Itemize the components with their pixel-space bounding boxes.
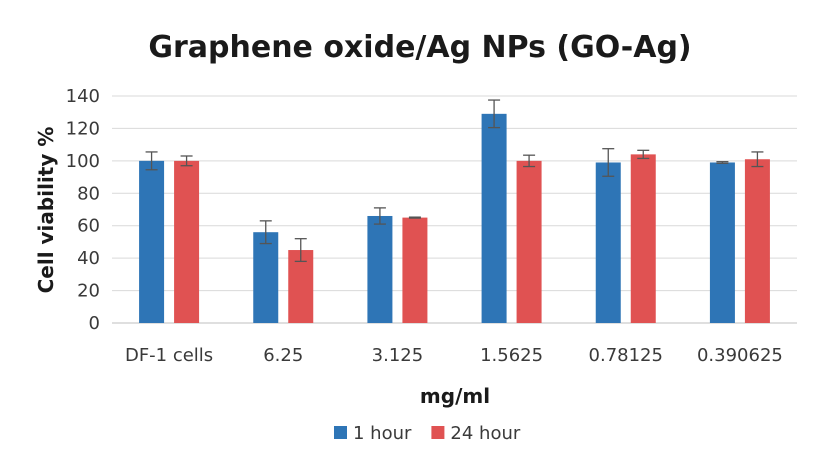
legend: 1 hour 24 hour — [334, 423, 521, 444]
y-tick-label: 60 — [77, 216, 100, 237]
error-bar — [488, 99, 501, 129]
x-tick-label: 3.125 — [372, 345, 424, 366]
legend-swatch — [431, 426, 445, 439]
error-bar — [751, 151, 764, 168]
legend-item: 24 hour — [431, 423, 521, 444]
error-bar — [259, 220, 272, 245]
y-tick-label: 0 — [89, 313, 100, 334]
bar-24-hour — [402, 217, 428, 323]
bar-1-hour — [709, 162, 735, 323]
y-tick-label: 100 — [66, 151, 100, 172]
bar-1-hour — [367, 215, 393, 323]
y-tick-label: 40 — [77, 248, 100, 269]
x-axis-title: mg/ml — [420, 384, 490, 408]
bar-1-hour — [481, 113, 507, 323]
error-bar — [637, 149, 650, 160]
bar-1-hour — [139, 160, 165, 323]
y-tick-label: 20 — [77, 281, 100, 302]
bars — [139, 113, 770, 323]
legend-label: 24 hour — [450, 423, 520, 444]
error-bar — [180, 155, 193, 167]
error-bar — [523, 154, 536, 168]
y-tick-label: 80 — [77, 183, 100, 204]
bar-24-hour — [174, 160, 200, 323]
bar-24-hour — [744, 159, 770, 323]
x-tick-label: DF-1 cells — [125, 345, 213, 366]
x-axis-ticks: DF-1 cells 6.25 3.125 1.5625 0.78125 0.390625 — [125, 345, 783, 366]
bar-1-hour — [253, 232, 279, 323]
error-bars — [145, 99, 764, 263]
error-bar — [373, 207, 386, 225]
bar-24-hour — [630, 154, 656, 323]
x-tick-label: 0.78125 — [589, 345, 663, 366]
x-tick-label: 6.25 — [263, 345, 303, 366]
bar-1-hour — [595, 162, 621, 323]
legend-item: 1 hour — [334, 423, 412, 444]
y-axis-title: Cell viability % — [34, 127, 58, 294]
error-bar — [716, 161, 729, 164]
error-bar — [602, 148, 615, 177]
chart-title: Graphene oxide/Ag NPs (GO-Ag) — [148, 30, 691, 65]
x-tick-label: 1.5625 — [480, 345, 543, 366]
bar-24-hour — [516, 160, 542, 323]
y-tick-label: 120 — [66, 118, 100, 139]
bar-24-hour — [288, 250, 314, 323]
error-bar — [145, 151, 158, 171]
y-axis-ticks: 0 20 40 60 80 100 120 140 — [66, 86, 100, 334]
error-bar — [408, 216, 421, 219]
y-tick-label: 140 — [66, 86, 100, 107]
x-tick-label: 0.390625 — [697, 345, 783, 366]
gridlines — [112, 95, 797, 324]
legend-swatch — [334, 426, 347, 439]
error-bar — [294, 238, 307, 263]
legend-label: 1 hour — [353, 423, 412, 444]
